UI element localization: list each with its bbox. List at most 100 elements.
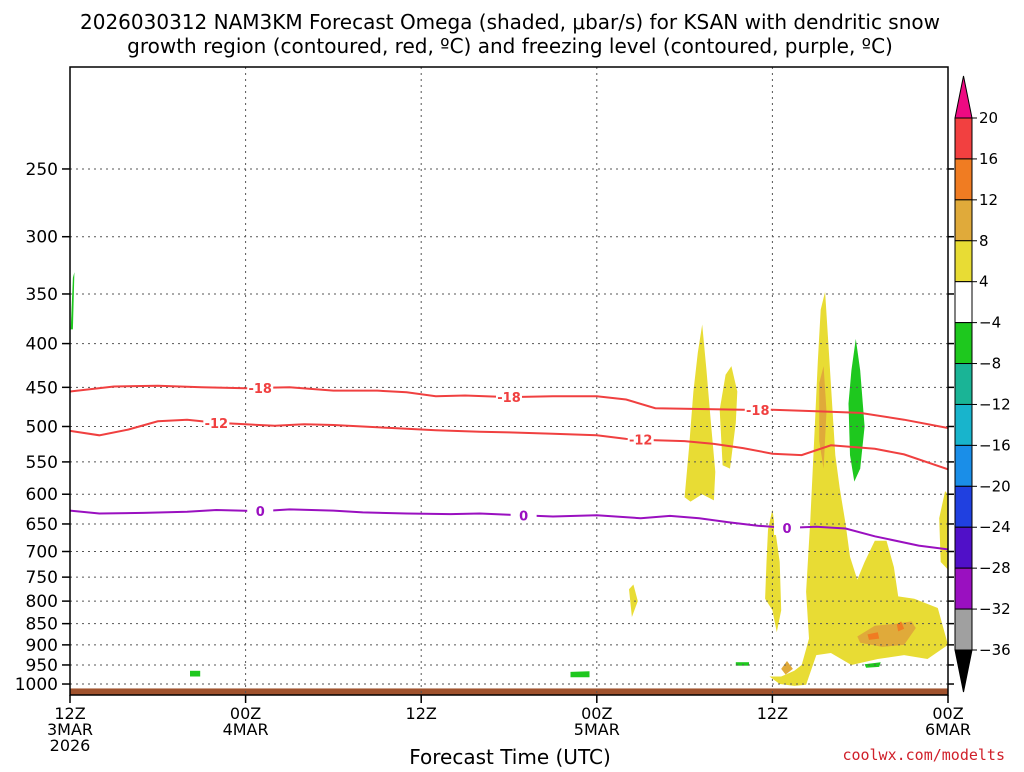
contour-label-bg	[744, 401, 771, 417]
omega-region	[735, 662, 749, 666]
contour-label-text: -12	[205, 417, 229, 432]
y-tick-label: 900	[26, 636, 58, 656]
contour-label-text: 0	[256, 505, 265, 520]
x-tick-label: 00Z	[932, 704, 963, 723]
colorbar-label: 4	[979, 273, 989, 291]
x-tick-label: 12Z	[54, 704, 85, 723]
x-tick-label: 6MAR	[925, 720, 971, 739]
omega-region	[819, 366, 827, 469]
omega-region	[190, 670, 201, 677]
y-tick-label: 350	[26, 285, 58, 305]
chart-title-line-2: growth region (contoured, red, ºC) and f…	[127, 34, 893, 58]
surface-terrain	[70, 688, 948, 695]
colorbar-swatch	[954, 526, 973, 569]
x-axis-label: Forecast Time (UTC)	[409, 745, 611, 768]
colorbar: 20 16 12 8 4 −4 −8 −12 −16 −20 −24 −28 −32 −36	[954, 75, 1011, 693]
colorbar-swatch	[954, 281, 973, 324]
contour-label-bg	[247, 379, 274, 395]
colorbar-swatch	[954, 444, 973, 487]
x-tick-label: 5MAR	[574, 720, 620, 739]
contour-label: 0	[247, 503, 274, 520]
omega-region	[70, 272, 75, 330]
contour-label-text: 0	[783, 522, 792, 537]
colorbar-label: −32	[979, 600, 1011, 618]
contour-label-bg	[203, 414, 230, 430]
contour-label-bg	[247, 503, 274, 519]
y-tick-label: 450	[26, 378, 58, 398]
plot-frame	[69, 66, 949, 696]
x-tick-label: 4MAR	[223, 720, 269, 739]
y-tick-label: 250	[26, 160, 58, 180]
contour-label: -18	[744, 401, 771, 419]
colorbar-label: −16	[979, 436, 1011, 454]
colorbar-label: −4	[979, 314, 1001, 332]
colorbar-label: −36	[979, 641, 1011, 659]
omega-region	[629, 584, 638, 617]
plot-contents: -18 -18 -18 -12 -12 0 0 0	[70, 67, 948, 695]
x-tick-label: 12Z	[406, 704, 437, 723]
contour-label: -18	[496, 389, 522, 406]
colorbar-label: −20	[979, 477, 1011, 495]
contour-line	[70, 418, 948, 471]
x-tick-label: 2026	[50, 736, 91, 755]
omega-region	[781, 661, 793, 675]
contour-label-bg	[496, 389, 522, 405]
contour-label-text: 0	[519, 509, 528, 524]
colorbar-label: 8	[979, 232, 989, 250]
colorbar-swatch	[954, 403, 973, 446]
x-tick-label: 12Z	[757, 704, 788, 723]
omega-region	[769, 291, 948, 686]
colorbar-swatch	[954, 158, 973, 201]
colorbar-label: 20	[979, 109, 998, 127]
colorbar-bottom-arrow	[954, 649, 973, 693]
y-tick-label: 850	[26, 615, 58, 635]
colorbar-swatch	[954, 567, 973, 610]
contour-label: 0	[774, 519, 801, 537]
colorbar-label: −28	[979, 559, 1011, 577]
colorbar-swatch	[954, 322, 973, 365]
omega-region	[867, 632, 880, 640]
contour-label: -12	[203, 414, 230, 432]
y-tick-label: 550	[26, 453, 58, 473]
colorbar-label: 12	[979, 191, 998, 209]
colorbar-swatch	[954, 117, 973, 160]
omega-region	[570, 671, 590, 678]
omega-region	[684, 324, 716, 502]
y-tick-label: 700	[26, 543, 58, 563]
y-tick-label: 800	[26, 592, 58, 612]
chart-title-line-1: 2026030312 NAM3KM Forecast Omega (shaded…	[80, 10, 940, 34]
y-tick-label: 400	[26, 335, 58, 355]
colorbar-swatch	[954, 608, 973, 651]
colorbar-swatch	[954, 199, 973, 242]
y-tick-label: 600	[26, 485, 58, 505]
omega-region	[848, 338, 865, 482]
omega-region	[719, 366, 738, 469]
axes: 2503003504004505005506006507007508008509…	[15, 66, 971, 755]
y-tick-label: 300	[26, 228, 58, 248]
credit-text: coolwx.com/modelts	[842, 746, 1005, 764]
y-tick-label: 650	[26, 515, 58, 535]
contour-label-bg	[627, 431, 654, 447]
x-tick-label: 00Z	[581, 704, 612, 723]
plot-area: -18 -18 -18 -12 -12 0 0 0	[70, 67, 948, 695]
contour-label-text: -18	[248, 382, 272, 397]
colorbar-label: −8	[979, 355, 1001, 373]
y-tick-label: 500	[26, 417, 58, 437]
contour-label: 0	[510, 507, 537, 524]
contour-label-bg	[510, 507, 537, 523]
omega-region	[864, 662, 881, 668]
x-tick-label: 3MAR	[47, 720, 93, 739]
y-tick-label: 950	[26, 656, 58, 676]
contour-label-bg	[774, 519, 801, 535]
colorbar-label: −24	[979, 518, 1011, 536]
contour-label-text: -18	[497, 391, 521, 406]
colorbar-swatch	[954, 240, 973, 283]
omega-region	[765, 509, 782, 633]
x-tick-label: 00Z	[230, 704, 261, 723]
contour-label: -12	[627, 431, 654, 449]
contour-label-text: -12	[629, 434, 653, 449]
contour-label-text: -18	[746, 404, 770, 419]
contour-label: -18	[247, 379, 274, 397]
